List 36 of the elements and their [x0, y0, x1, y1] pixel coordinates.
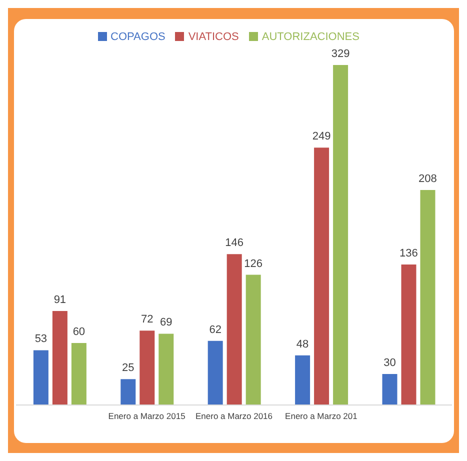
bar [70, 342, 86, 404]
data-label: 91 [53, 293, 66, 306]
data-label: 25 [122, 362, 134, 374]
bar [420, 190, 435, 404]
data-label: 249 [312, 130, 330, 142]
data-label: 136 [399, 246, 418, 259]
data-label: 48 [296, 338, 308, 350]
data-label: 69 [160, 316, 172, 328]
data-label: 146 [224, 236, 244, 249]
bar [314, 147, 329, 404]
bar [245, 274, 260, 404]
x-tick-label: Enero a Marzo 201 [284, 410, 358, 421]
bar [120, 378, 136, 404]
data-label: 30 [383, 356, 396, 368]
data-label: 329 [330, 48, 350, 60]
bar [382, 373, 397, 404]
x-tick-label: Enero a Marzo 2015 [108, 410, 186, 421]
bar [32, 350, 48, 404]
data-label: 60 [72, 325, 85, 338]
legend-label: VIATICOS [188, 30, 239, 42]
bar [332, 64, 348, 404]
bar [139, 330, 154, 404]
bar [52, 310, 67, 404]
x-tick-label: Enero a Marzo 2016 [194, 410, 272, 421]
data-label: 53 [34, 332, 47, 345]
bar [294, 354, 310, 404]
data-label: 126 [244, 257, 262, 270]
bar [207, 340, 222, 404]
data-label: 72 [140, 313, 153, 326]
bar [226, 254, 242, 404]
legend-label: COPAGOS [110, 30, 166, 42]
bar [158, 333, 174, 404]
bar [400, 264, 416, 404]
legend-label: AUTORIZACIONES [262, 30, 360, 42]
data-label: 62 [208, 323, 221, 336]
data-label: 208 [418, 172, 436, 185]
